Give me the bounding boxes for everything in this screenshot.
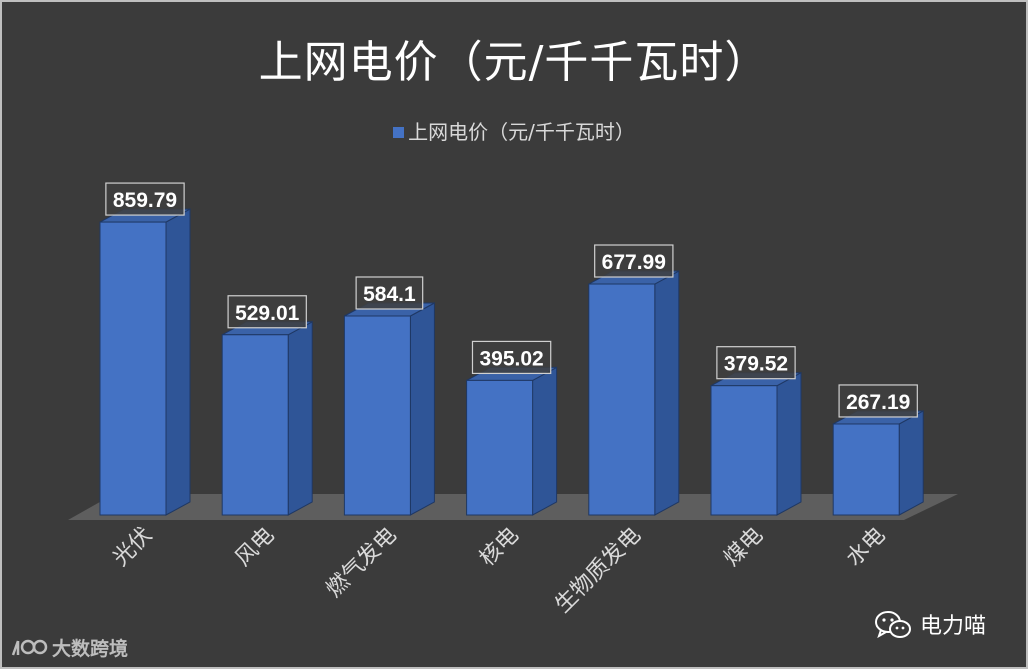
data-label-text: 529.01 (235, 302, 300, 325)
bar (832, 410, 924, 516)
logo-mark-icon (10, 637, 48, 664)
bar-side (287, 320, 313, 516)
bars-group (99, 208, 924, 516)
bar (710, 371, 802, 516)
data-label-text: 859.79 (113, 189, 177, 212)
bar-side (898, 410, 924, 516)
bar-side (409, 302, 435, 516)
data-label: 529.01 (227, 295, 307, 329)
data-label: 379.52 (716, 346, 796, 380)
watermark-left-text: 大数跨境 (52, 638, 129, 660)
watermark-right: 电力喵 (874, 608, 986, 647)
bar (466, 366, 558, 516)
category-label: 燃气发电 (322, 523, 402, 603)
category-label: 光伏 (108, 523, 157, 572)
bar (221, 320, 313, 516)
bar-front (588, 283, 656, 516)
category-label: 核电 (475, 523, 524, 572)
data-label: 584.1 (355, 276, 424, 310)
data-label-text: 379.52 (724, 353, 788, 376)
bar-side (532, 366, 558, 516)
chart-title: 上网电价（元/千千瓦时） (258, 37, 770, 88)
bar-side (776, 371, 802, 516)
data-label-text: 677.99 (602, 251, 666, 274)
data-label: 677.99 (594, 244, 674, 278)
watermark-left: 大数跨境 (10, 634, 128, 664)
data-label-box (355, 276, 424, 310)
bar-side (654, 270, 680, 516)
data-label: 267.19 (838, 384, 918, 418)
category-labels-group: 光伏 风电 燃气发电 核电 生物质发电 煤电 水电 (108, 523, 890, 618)
data-label: 395.02 (471, 340, 552, 375)
data-label-box (594, 244, 674, 278)
wechat-icon (874, 609, 912, 647)
data-label-box (105, 182, 185, 216)
watermark-right-text: 电力喵 (920, 614, 987, 639)
bar-front (466, 379, 534, 516)
bar-front (710, 385, 778, 516)
data-labels-group: 859.79 529.01 584.1 395.02 677.99 379.52 267.1… (105, 182, 918, 418)
data-label-box (838, 384, 918, 418)
data-label: 859.79 (105, 182, 185, 216)
bar (99, 208, 191, 516)
data-label-box (471, 340, 552, 375)
data-label-text: 584.1 (363, 283, 416, 306)
bar-front (343, 315, 411, 516)
category-label: 煤电 (719, 523, 768, 572)
data-label-box (227, 295, 307, 329)
bar (343, 302, 435, 516)
category-label: 水电 (842, 523, 891, 572)
data-label-text: 395.02 (479, 347, 543, 370)
bar-front (221, 334, 289, 516)
bar-front (832, 423, 900, 516)
data-label-text: 267.19 (846, 391, 910, 414)
bar (588, 270, 680, 516)
chart-legend: 上网电价（元/千千瓦时） (2, 116, 1026, 145)
bar-front (99, 221, 167, 516)
category-label: 风电 (231, 523, 280, 572)
data-label-box (716, 346, 796, 380)
category-label: 生物质发电 (551, 523, 646, 618)
legend-swatch (393, 127, 405, 138)
bar-side (165, 208, 191, 516)
legend-label: 上网电价（元/千千瓦时） (408, 120, 635, 144)
